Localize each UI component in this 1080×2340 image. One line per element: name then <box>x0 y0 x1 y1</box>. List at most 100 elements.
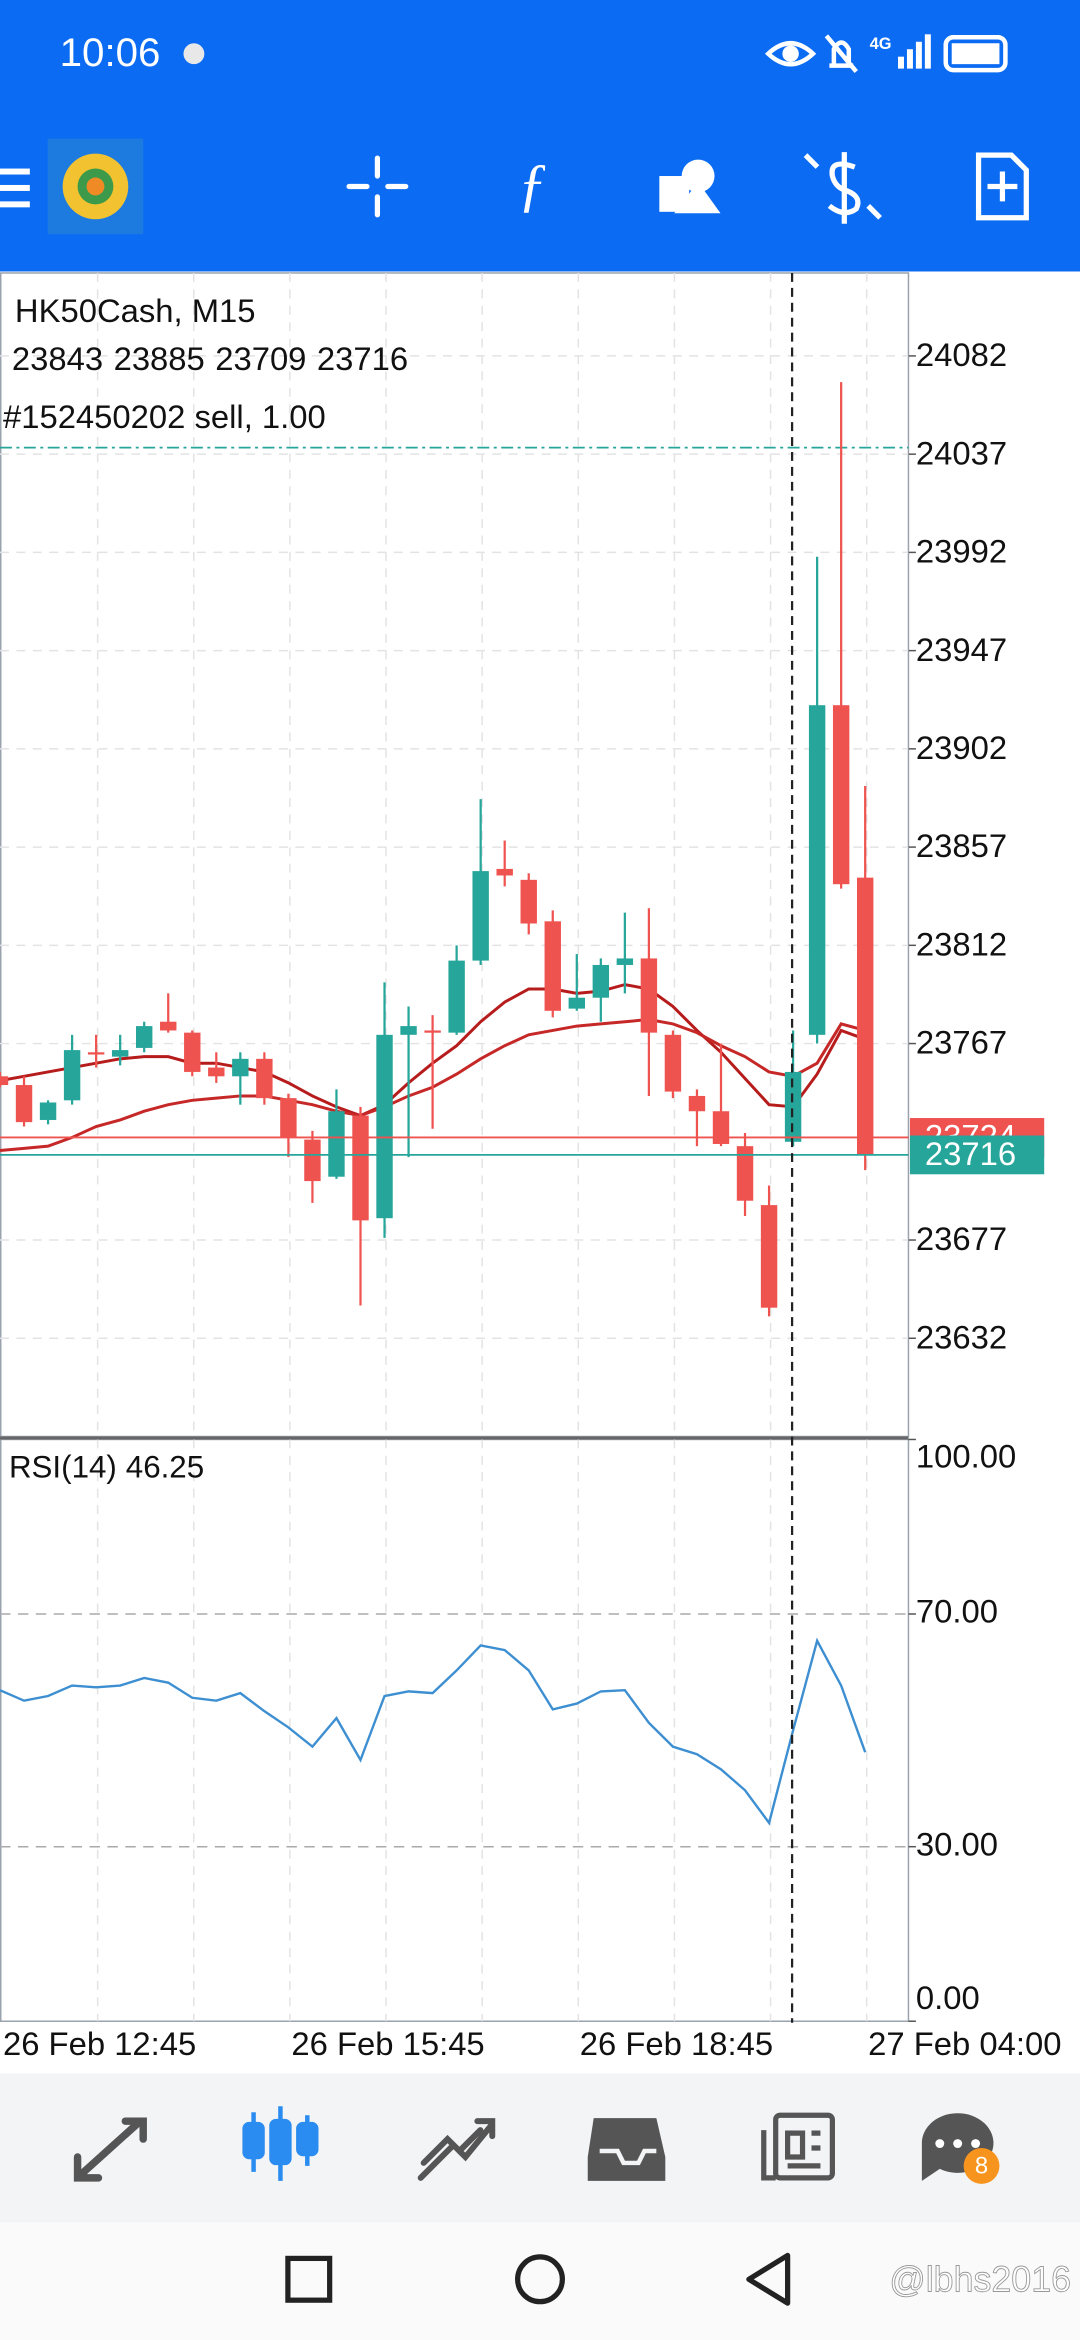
candle-body <box>856 877 874 1155</box>
back-button[interactable] <box>746 2252 791 2306</box>
notification-dot <box>183 43 205 65</box>
candle-body <box>111 1050 129 1057</box>
candle-body <box>39 1102 57 1120</box>
y-tick-label: 23857 <box>916 827 1007 864</box>
menu-button[interactable] <box>0 168 30 208</box>
new-order-button[interactable] <box>975 152 1029 221</box>
candle-body <box>544 921 561 1011</box>
signal-bars <box>898 34 931 69</box>
candle-body <box>304 1139 321 1182</box>
y-tick-label: 23902 <box>916 729 1007 766</box>
candle-body <box>184 1032 201 1072</box>
ohlc-open: 23843 <box>12 340 103 377</box>
candle-body <box>424 1030 441 1033</box>
candle-body <box>640 958 658 1033</box>
ohlc-close: 23716 <box>317 340 408 377</box>
candle-body <box>784 1071 802 1142</box>
candle-body <box>736 1146 754 1201</box>
y-tick-label: 70.00 <box>916 1593 998 1630</box>
mt4-logo[interactable] <box>47 138 144 235</box>
x-tick-label: 26 Feb 12:45 <box>3 2025 196 2062</box>
app-header <box>0 0 1080 272</box>
ohlc-high: 23885 <box>114 340 205 377</box>
candle-body <box>664 1034 682 1092</box>
y-tick-label: 24037 <box>916 434 1007 471</box>
recents-button[interactable] <box>285 2255 333 2303</box>
chat-tab[interactable] <box>921 2113 1000 2184</box>
y-tick-label: 23677 <box>916 1220 1007 1257</box>
candle-body <box>808 705 826 1035</box>
watermark: @lbhs2016 <box>889 2260 1071 2300</box>
candle-body <box>520 879 537 924</box>
y-tick-label: 30.00 <box>916 1825 998 1862</box>
candle-body <box>232 1058 249 1077</box>
history-tab[interactable] <box>587 2118 666 2181</box>
system-nav <box>0 2222 1080 2340</box>
candle-body <box>448 960 465 1033</box>
bottom-nav <box>0 2073 1080 2223</box>
symbol-title: HK50Cash, M15 <box>15 292 256 329</box>
y-tick-label: 23947 <box>916 631 1007 668</box>
y-tick-label: 23812 <box>916 925 1007 962</box>
bid-label-box <box>909 1135 1045 1175</box>
candle-body <box>688 1095 706 1112</box>
candle-body <box>15 1085 33 1123</box>
trade-tab[interactable] <box>417 2118 496 2181</box>
price-plot <box>0 272 916 1437</box>
candle-body <box>616 958 634 965</box>
candle-body <box>496 868 513 876</box>
home-button[interactable] <box>515 2254 565 2305</box>
candle-body <box>712 1111 730 1144</box>
candle-body <box>0 1076 9 1086</box>
price-chart-frame <box>0 272 910 1438</box>
candle-body <box>832 705 850 885</box>
trade-button[interactable] <box>803 152 882 224</box>
rsi-name: RSI(14) <box>9 1450 117 1485</box>
status-time: 10:06 <box>60 30 161 75</box>
indicators-button[interactable]: ƒ <box>518 152 548 218</box>
network-type: 4G <box>870 35 892 53</box>
y-tick-label: 23767 <box>916 1024 1007 1061</box>
candle-body <box>376 1034 393 1219</box>
ohlc-readout: 23843 23885 23709 23716 <box>12 340 408 377</box>
rsi-plot <box>0 1438 916 2022</box>
quotes-tab[interactable] <box>73 2117 147 2182</box>
y-tick-label: 23992 <box>916 533 1007 570</box>
rsi-chart-frame <box>0 1438 910 2022</box>
x-tick-label: 26 Feb 15:45 <box>291 2025 484 2062</box>
news-tab[interactable] <box>761 2112 835 2181</box>
y-tick-label: 0.00 <box>916 1979 980 2016</box>
status-icons <box>764 34 1008 74</box>
candle-body <box>256 1058 273 1099</box>
x-tick-label: 27 Feb 04:00 <box>868 2025 1061 2062</box>
candle-body <box>400 1026 417 1035</box>
candle-body <box>160 1021 177 1031</box>
toolbar: ƒ <box>0 138 1029 235</box>
candle-body <box>472 871 489 961</box>
candle-body <box>328 1111 345 1177</box>
y-tick-label: 24082 <box>916 336 1007 373</box>
candle-body <box>352 1115 369 1221</box>
candle-body <box>592 964 610 998</box>
rsi-value: 46.25 <box>126 1450 204 1485</box>
rsi-title: RSI(14) 46.25 <box>9 1450 204 1485</box>
objects-button[interactable] <box>659 159 721 214</box>
ohlc-low: 23709 <box>215 340 306 377</box>
y-tick-label: 23632 <box>916 1318 1007 1355</box>
x-tick-label: 26 Feb 18:45 <box>580 2025 773 2062</box>
candle-body <box>568 997 585 1009</box>
chat-badge: 8 <box>975 2153 988 2180</box>
y-tick-label: 100.00 <box>916 1438 1016 1475</box>
candle-body <box>760 1205 778 1308</box>
candle-body <box>135 1026 153 1048</box>
candle-body <box>87 1052 105 1055</box>
rsi-line <box>0 1637 867 1826</box>
bid-label: 23716 <box>925 1135 1016 1172</box>
candle-body <box>63 1050 81 1101</box>
chart-tab[interactable] <box>242 2106 319 2181</box>
crosshair-button[interactable] <box>346 155 409 218</box>
candle-body <box>280 1098 297 1138</box>
candle-body <box>208 1067 225 1077</box>
